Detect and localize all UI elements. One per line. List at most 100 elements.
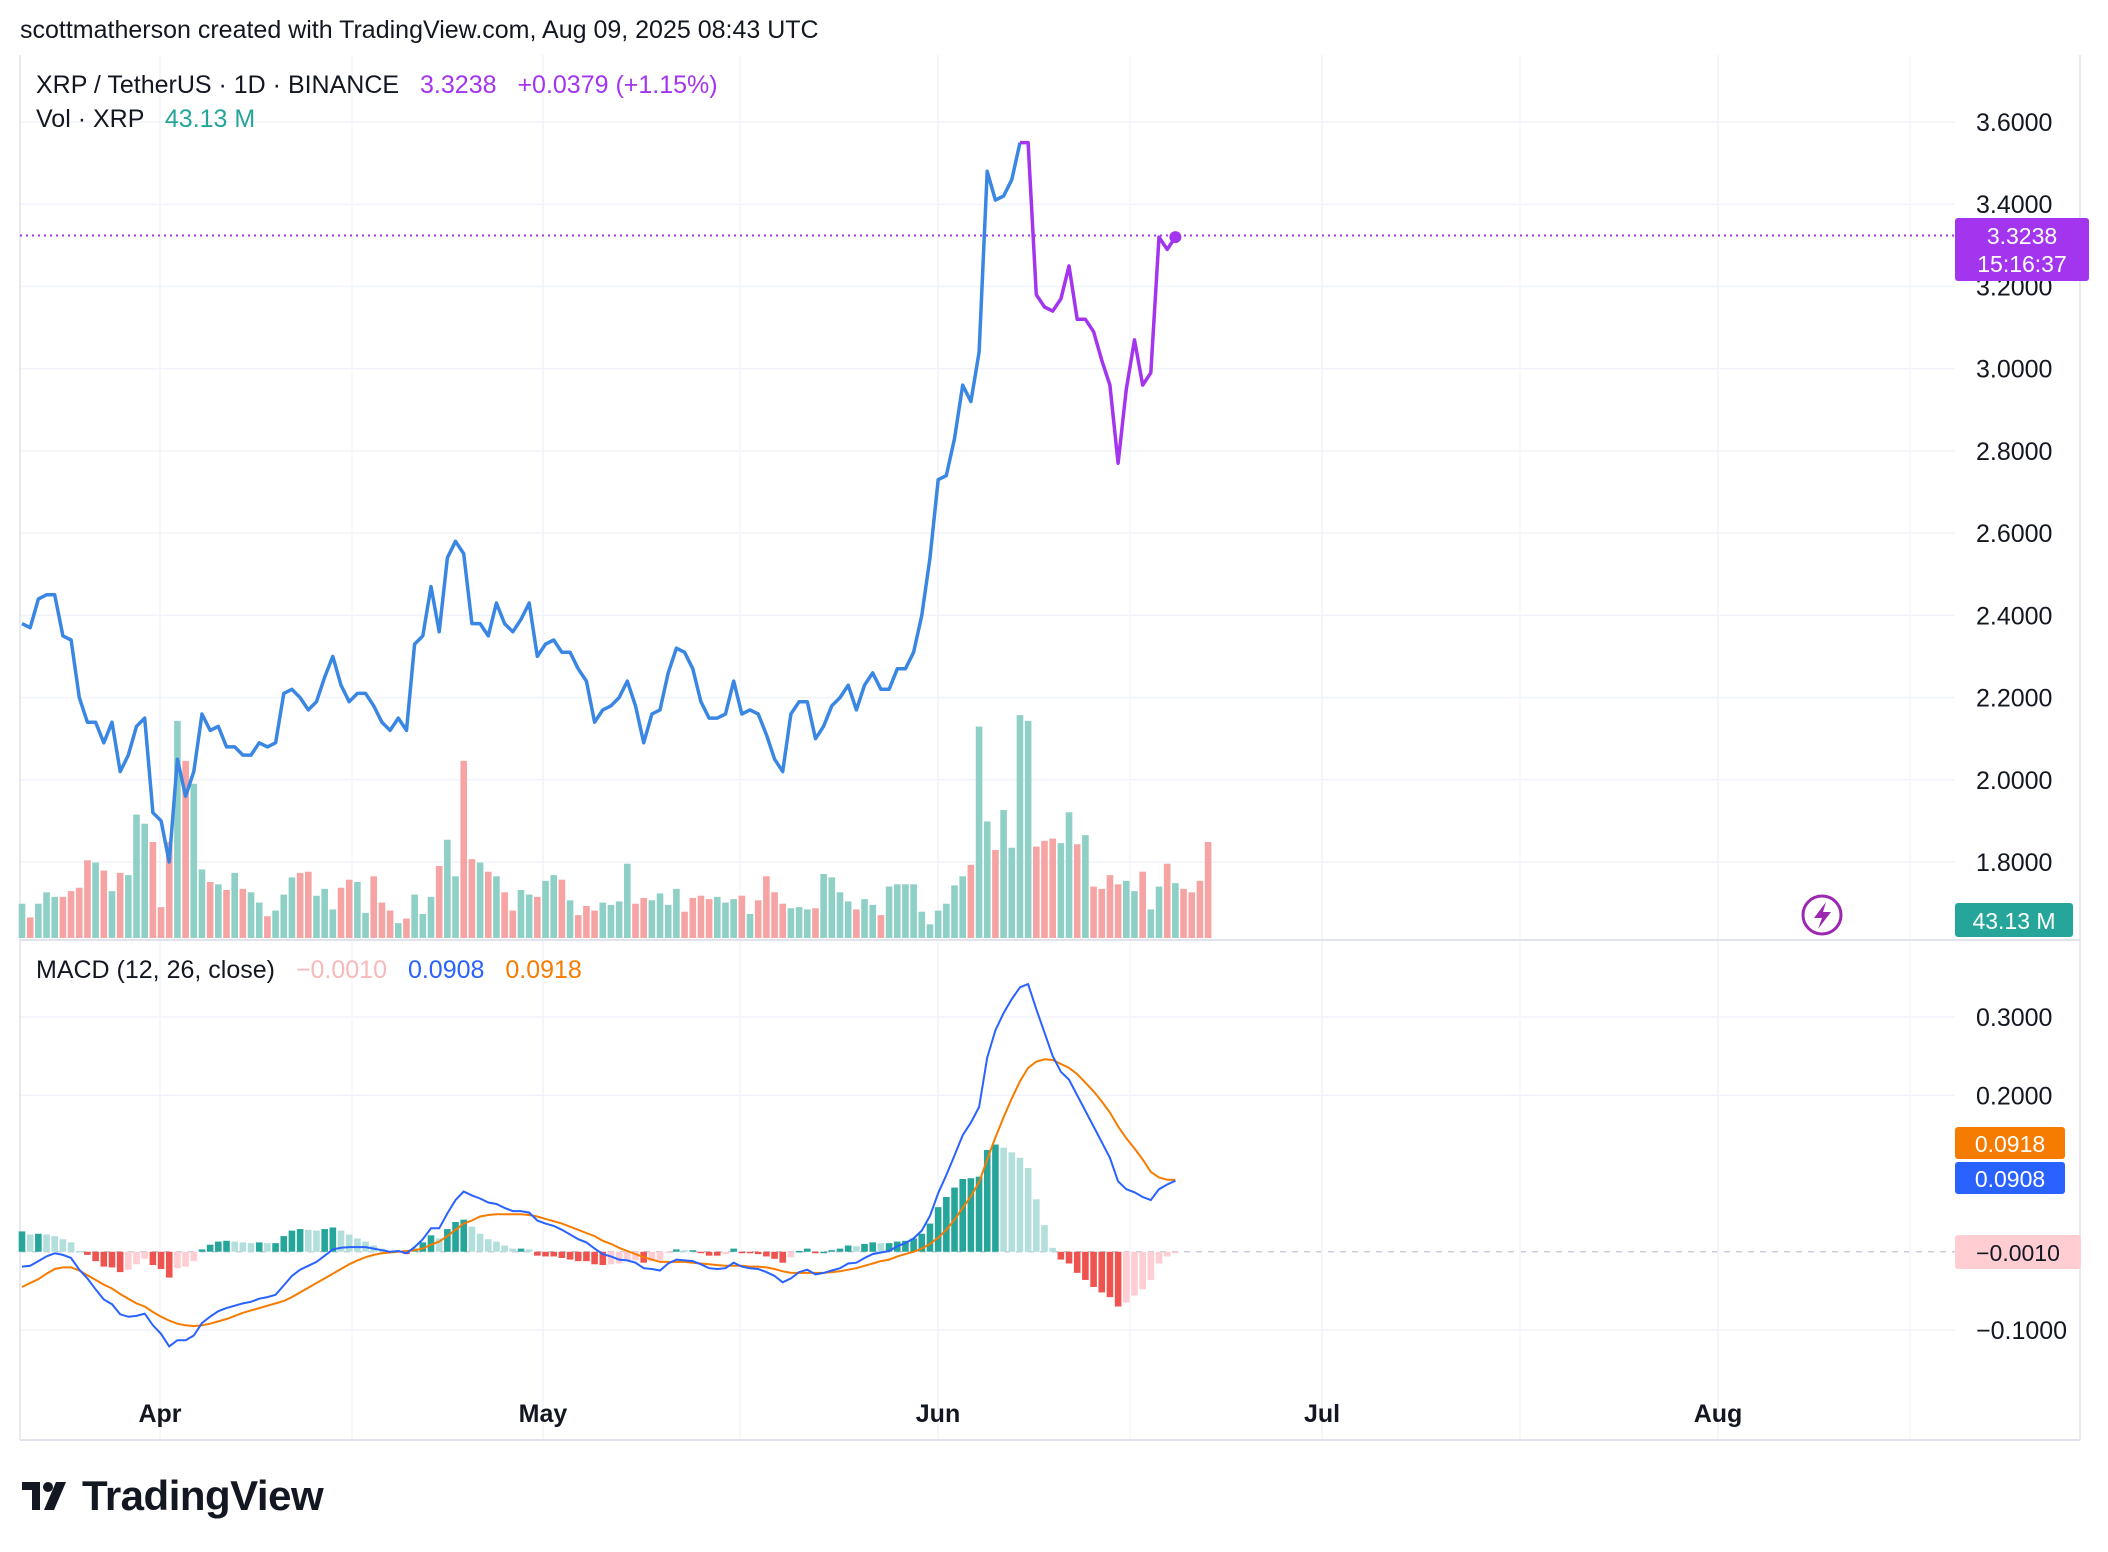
volume-bar xyxy=(714,896,721,938)
macd-histogram-bar xyxy=(288,1230,296,1252)
macd-histogram-bar xyxy=(779,1251,787,1263)
volume-bar xyxy=(525,894,533,938)
macd-histogram-bar xyxy=(75,1250,83,1253)
macd-histogram-bar xyxy=(1147,1251,1155,1280)
volume-bar xyxy=(967,864,975,938)
volume-bar xyxy=(550,875,557,938)
time-tick-label: Apr xyxy=(138,1400,181,1428)
macd-legend[interactable]: MACD (12, 26, close) −0.0010 0.0908 0.09… xyxy=(36,956,582,984)
flash-icon[interactable] xyxy=(1801,894,1843,936)
macd-histogram-bar xyxy=(313,1230,320,1252)
macd-histogram-bar xyxy=(26,1234,34,1252)
macd-histogram-bar xyxy=(566,1251,574,1260)
macd-histogram-bar xyxy=(1016,1157,1024,1252)
volume-bar xyxy=(18,903,26,938)
price-axis[interactable]: 3.60003.40003.20003.00002.80002.60002.40… xyxy=(1976,109,2052,877)
volume-bar xyxy=(1188,892,1196,938)
macd-histogram-bar xyxy=(828,1250,836,1252)
macd-histogram-bar xyxy=(460,1219,468,1252)
volume-bar xyxy=(255,902,263,938)
macd-histogram-bar xyxy=(730,1248,737,1252)
volume-bar xyxy=(1057,843,1065,938)
volume-bar xyxy=(983,821,991,938)
volume-bar xyxy=(812,908,819,938)
volume-bar xyxy=(534,896,541,938)
macd-histogram-bar xyxy=(321,1229,328,1252)
volume-bar xyxy=(427,896,435,938)
macd-histogram-bar xyxy=(902,1240,909,1252)
macd-histogram-bar xyxy=(1090,1251,1097,1287)
macd-histogram-bar xyxy=(223,1240,230,1252)
volume-bar xyxy=(1041,840,1048,938)
tradingview-logo[interactable]: TradingView xyxy=(22,1472,324,1520)
volume-bar xyxy=(362,912,369,938)
time-axis[interactable]: Apr May Jun Jul Aug xyxy=(138,1400,1742,1428)
volume-bar xyxy=(100,870,108,938)
volume-bar xyxy=(681,911,688,938)
volume-bar xyxy=(951,885,958,938)
macd-histogram-bar xyxy=(918,1233,926,1252)
price-tick-label: 2.4000 xyxy=(1976,602,2052,630)
macd-histogram-bar xyxy=(1033,1199,1040,1252)
price-tick-label: 1.8000 xyxy=(1976,849,2052,877)
macd-histogram-bar xyxy=(754,1251,762,1255)
macd-histogram-bar xyxy=(92,1251,99,1262)
macd-histogram-bar xyxy=(337,1230,345,1252)
volume-bar xyxy=(795,907,803,938)
volume-bars xyxy=(18,715,1212,938)
macd-histogram-bar xyxy=(812,1251,819,1254)
macd-histogram-bar xyxy=(869,1242,877,1252)
volume-bar xyxy=(1172,883,1179,938)
volume-bar xyxy=(190,783,198,938)
symbol-legend[interactable]: XRP / TetherUS · 1D · BINANCE 3.3238 +0.… xyxy=(36,71,718,99)
tradingview-logo-icon xyxy=(22,1482,66,1510)
volume-bar xyxy=(738,895,746,938)
macd-histogram-bar xyxy=(51,1236,59,1252)
volume-bar xyxy=(1016,715,1024,938)
macd-histogram-bar xyxy=(182,1251,189,1267)
macd-histogram-bar xyxy=(689,1250,697,1252)
volume-bar xyxy=(910,884,917,938)
macd-histogram-bar xyxy=(165,1251,173,1278)
time-tick-label: May xyxy=(519,1400,568,1428)
legend-last-price: 3.3238 xyxy=(420,71,496,99)
volume-bar xyxy=(305,871,312,938)
volume-bar xyxy=(640,898,647,938)
volume-legend[interactable]: Vol · XRP 43.13 M xyxy=(36,105,255,133)
volume-bar xyxy=(779,903,787,938)
volume-bar xyxy=(787,908,795,938)
macd-histogram-bar xyxy=(354,1238,361,1252)
volume-bar xyxy=(1131,891,1138,938)
macd-histogram-bar xyxy=(534,1251,541,1256)
macd-histogram-bar xyxy=(149,1251,157,1266)
volume-bar xyxy=(574,915,582,938)
macd-histogram-bar xyxy=(763,1251,770,1257)
volume-bar xyxy=(771,892,778,938)
macd-histogram-bar xyxy=(820,1251,827,1254)
volume-bar xyxy=(754,900,762,938)
macd-histogram-bar xyxy=(705,1251,713,1256)
volume-bar xyxy=(517,890,525,938)
macd-histogram-bar xyxy=(795,1250,803,1253)
macd-histogram-bar xyxy=(1114,1251,1122,1307)
macd-axis[interactable]: 0.3000 0.2000 −0.1000 xyxy=(1976,1004,2067,1345)
volume-bar xyxy=(280,894,288,938)
volume-bar xyxy=(419,914,427,938)
macd-histogram-bar xyxy=(18,1231,26,1252)
macd-badge-value: 0.0908 xyxy=(1975,1166,2045,1192)
price-line[interactable] xyxy=(21,140,1182,864)
macd-histogram-bar xyxy=(100,1251,108,1267)
macd-histogram-bar xyxy=(1082,1251,1089,1280)
volume-bar xyxy=(844,901,852,938)
volume-bar xyxy=(43,892,50,938)
volume-bar xyxy=(231,872,238,938)
price-tick-label: 3.6000 xyxy=(1976,109,2052,137)
volume-bar xyxy=(607,904,615,938)
volume-bar xyxy=(1033,846,1040,938)
macd-histogram-bar xyxy=(108,1251,116,1268)
volume-bar xyxy=(1123,880,1130,938)
macd-histogram-bar xyxy=(484,1239,492,1252)
volume-bar xyxy=(1073,844,1081,938)
macd-histogram-bar xyxy=(599,1251,607,1266)
